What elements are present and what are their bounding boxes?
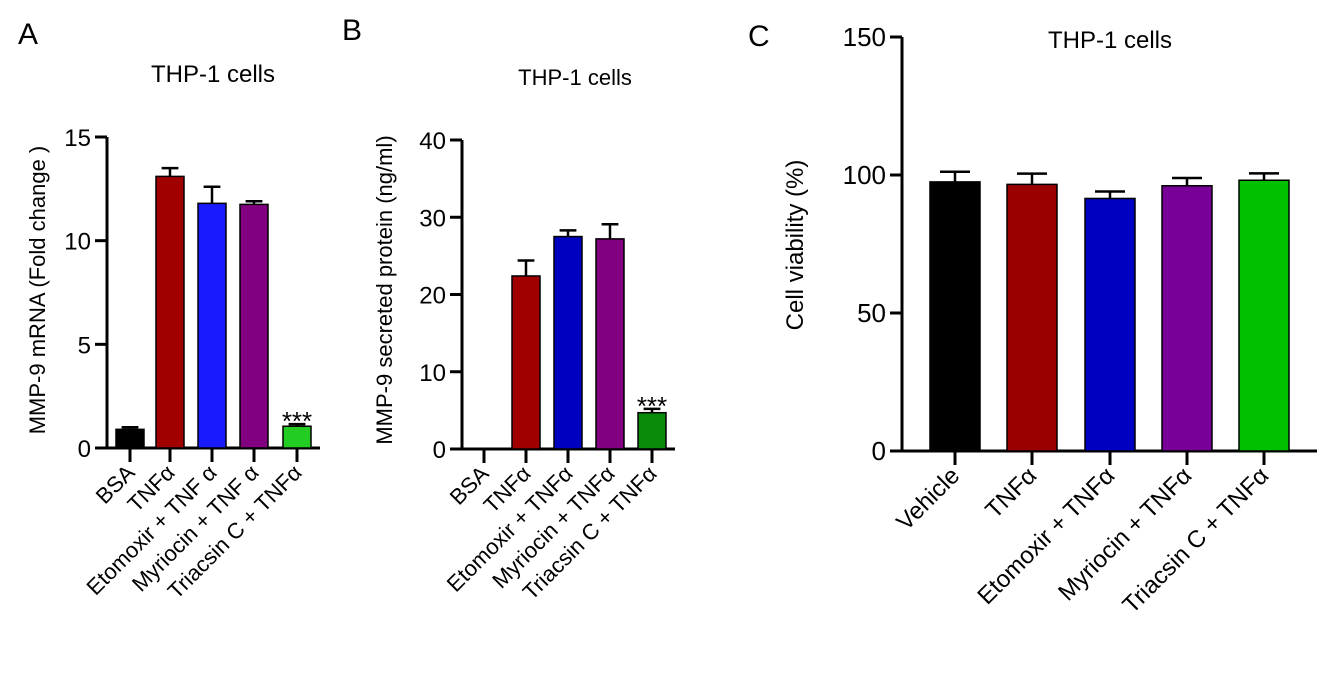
panel-letter: C bbox=[748, 20, 770, 53]
bar bbox=[239, 203, 269, 449]
bar bbox=[1238, 179, 1290, 452]
x-tick-label: TNFα bbox=[980, 462, 1042, 524]
x-tick-label: Myriocin + TNFα bbox=[1053, 462, 1197, 606]
bar bbox=[197, 202, 227, 449]
y-tick-label: 10 bbox=[64, 229, 91, 256]
x-tick-label: Vehicle bbox=[891, 462, 965, 536]
x-tick-label: Etomoxir + TNFα bbox=[972, 462, 1120, 610]
y-tick-label: 10 bbox=[419, 360, 446, 387]
chart-title: THP-1 cells bbox=[1048, 27, 1172, 54]
x-tick-label: Triacsin C + TNFα bbox=[1118, 462, 1275, 619]
y-axis-label: MMP-9 secreted protein (ng/ml) bbox=[372, 135, 397, 444]
chart-title: THP-1 cells bbox=[518, 65, 632, 90]
bar bbox=[511, 275, 541, 450]
bar bbox=[115, 428, 145, 449]
y-tick-label: 30 bbox=[419, 205, 446, 232]
significance-annotation: *** bbox=[282, 406, 312, 436]
bar bbox=[637, 411, 667, 450]
y-tick-label: 50 bbox=[857, 298, 886, 328]
y-axis-label: Cell viability (%) bbox=[782, 160, 809, 331]
chart-title: THP-1 cells bbox=[151, 61, 275, 88]
panel-a: A THP-1 cells MMP-9 mRNA (Fold change ) 0 5 1… bbox=[18, 18, 320, 604]
panel-letter: B bbox=[342, 14, 362, 47]
y-tick-label: 20 bbox=[419, 283, 446, 310]
y-tick-label: 100 bbox=[843, 160, 886, 190]
bar bbox=[1161, 185, 1213, 452]
panel-b: B THP-1 cells MMP-9 secreted protein (ng/m… bbox=[342, 14, 675, 605]
y-axis-label: MMP-9 mRNA (Fold change ) bbox=[25, 146, 50, 435]
y-tick-label: 0 bbox=[433, 437, 446, 464]
bar bbox=[155, 175, 185, 449]
bar bbox=[553, 235, 583, 450]
bar bbox=[1006, 183, 1058, 452]
y-tick-label: 15 bbox=[64, 125, 91, 152]
y-tick-label: 5 bbox=[78, 332, 91, 359]
y-tick-label: 0 bbox=[78, 436, 91, 463]
panel-letter: A bbox=[18, 18, 38, 51]
bar bbox=[1084, 197, 1136, 452]
bar bbox=[929, 181, 981, 452]
panel-c: C THP-1 cells Cell viability (%) 0 50 100 150 V… bbox=[748, 20, 1317, 619]
y-tick-label: 150 bbox=[843, 22, 886, 52]
bar bbox=[595, 238, 625, 450]
y-tick-label: 0 bbox=[872, 436, 886, 466]
y-tick-label: 40 bbox=[419, 128, 446, 155]
significance-annotation: *** bbox=[637, 391, 667, 421]
